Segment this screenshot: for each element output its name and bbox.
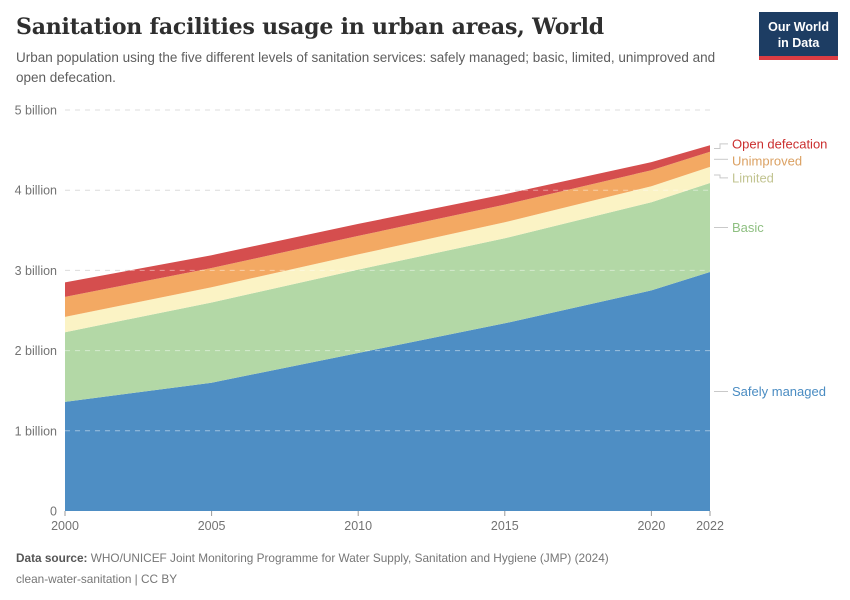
legend-label-limited[interactable]: Limited [732,170,774,185]
y-axis-tick-label: 4 billion [15,184,57,198]
logo-line1: Our World [768,20,829,34]
legend-connector [714,143,728,149]
license-note: clean-water-sanitation | CC BY [16,571,178,586]
legend-label-safely-managed[interactable]: Safely managed [732,384,826,399]
y-axis-tick-label: 5 billion [15,104,57,118]
unimproved-area[interactable] [65,151,710,317]
x-axis-tick-label: 2015 [491,519,519,533]
y-axis-tick-label: 1 billion [15,424,57,438]
legend-connector [714,174,728,179]
y-axis-tick-label: 0 [50,505,57,519]
y-axis-tick-label: 3 billion [15,264,57,278]
logo-line2: in Data [777,36,820,50]
data-source-text: WHO/UNICEF Joint Monitoring Programme fo… [90,551,609,565]
chart-subtitle: Urban population using the five differen… [16,50,716,85]
x-axis-tick-label: 2000 [51,519,79,533]
x-axis-tick-label: 2005 [198,519,226,533]
x-axis-tick-label: 2022 [696,519,724,533]
open-defecation-area[interactable] [65,145,710,297]
data-source-line: Data source: WHO/UNICEF Joint Monitoring… [16,548,609,569]
y-axis-tick-label: 2 billion [15,344,57,358]
legend-label-unimproved[interactable]: Unimproved [732,153,802,168]
basic-area[interactable] [65,183,710,402]
legend-label-open-defecation[interactable]: Open defecation [732,136,827,151]
limited-area[interactable] [65,166,710,333]
legend-label-basic[interactable]: Basic [732,220,764,235]
x-axis-tick-label: 2010 [344,519,372,533]
data-source-label: Data source: [16,551,88,565]
chart-footer: Data source: WHO/UNICEF Joint Monitoring… [16,548,609,589]
x-axis-tick-label: 2020 [637,519,665,533]
owid-logo[interactable]: Our World in Data [759,12,838,60]
safely-managed-area[interactable] [65,272,710,511]
page-title: Sanitation facilities usage in urban are… [16,14,604,40]
